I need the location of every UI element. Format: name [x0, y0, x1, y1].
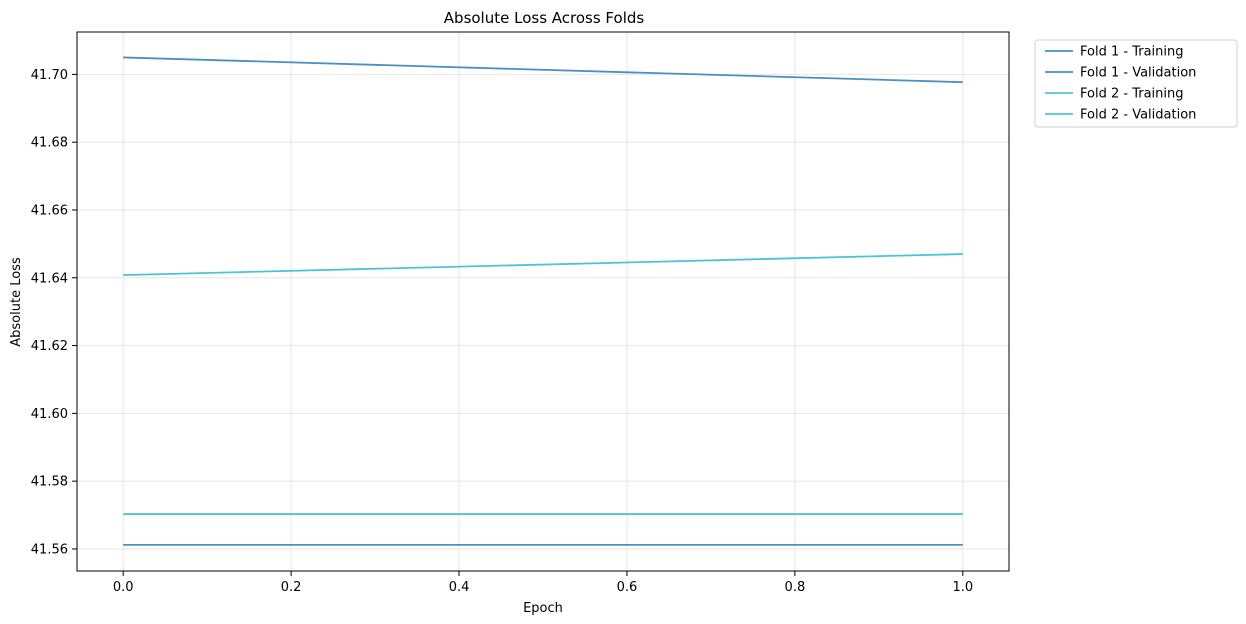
x-tick-label: 1.0	[952, 580, 973, 595]
legend-entry-label: Fold 2 - Validation	[1080, 108, 1196, 123]
chart-title: Absolute Loss Across Folds	[444, 9, 645, 27]
y-tick-label: 41.56	[31, 542, 68, 557]
legend-box	[1034, 39, 1238, 128]
legend: Fold 1 - Training Fold 1 - Validation Fold…	[1034, 39, 1238, 128]
series-line-3	[123, 253, 963, 276]
y-tick-label: 41.62	[31, 339, 68, 354]
legend-entry-label: Fold 1 - Training	[1080, 45, 1184, 60]
series-line-1	[123, 56, 963, 84]
series-lines	[123, 56, 963, 546]
y-tick-label: 41.60	[31, 407, 68, 422]
y-tick-label: 41.58	[31, 475, 68, 490]
y-tick-label: 41.68	[31, 136, 68, 151]
y-axis-label: Absolute Loss	[9, 257, 24, 347]
y-tick-label: 41.70	[31, 68, 68, 83]
y-tick-label: 41.66	[31, 203, 68, 218]
y-axis-ticks: 41.56 41.58 41.60 41.62 41.64 41.66 41.68 41.70	[31, 68, 77, 557]
x-tick-label: 0.0	[113, 580, 134, 595]
x-tick-label: 0.2	[281, 580, 302, 595]
x-axis-ticks: 0.0 0.2 0.4 0.6 0.8 1.0	[113, 571, 973, 595]
y-tick-label: 41.64	[31, 271, 68, 286]
x-tick-label: 0.6	[617, 580, 638, 595]
grid-lines	[77, 32, 1009, 571]
legend-entry-label: Fold 1 - Validation	[1080, 66, 1196, 81]
legend-entry-label: Fold 2 - Training	[1080, 87, 1184, 102]
plot-area-frame	[76, 31, 1010, 572]
x-tick-label: 0.4	[449, 580, 470, 595]
x-tick-label: 0.8	[785, 580, 806, 595]
x-axis-label: Epoch	[523, 601, 563, 616]
